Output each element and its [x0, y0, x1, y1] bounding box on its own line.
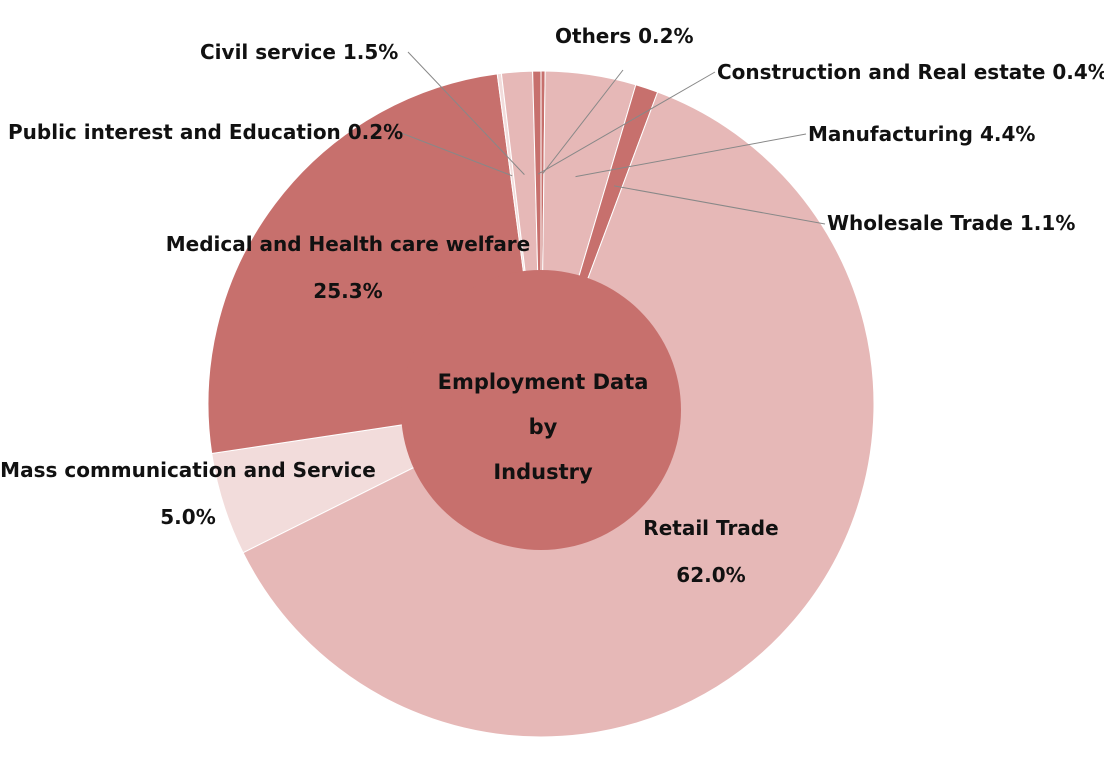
leader-lines [395, 51, 826, 225]
leader-line-others [542, 69, 624, 175]
slice-label-retail-trade-line-1: Retail Trade [643, 516, 778, 540]
slice-label-wholesale-trade: Wholesale Trade 1.1% [827, 211, 1075, 235]
slice-labels: Others 0.2% Manufacturing 4.4% Wholesale T… [0, 24, 1104, 587]
leader-line-wholesale-trade [613, 185, 826, 225]
center-disc [401, 270, 681, 550]
slice-label-civil-service: Civil service 1.5% [200, 40, 398, 64]
slice-label-public-interest-and-education: Public interest and Education 0.2% [8, 120, 403, 144]
leader-line-construction-and-real-estate [537, 71, 716, 175]
slice-label-manufacturing: Manufacturing 4.4% [808, 122, 1035, 146]
center-label-line-3: Industry [493, 460, 593, 484]
slice-label-construction-and-real-estate: Construction and Real estate 0.4% [717, 60, 1104, 84]
slice-label-medical-and-health-care-welfare-line-1: Medical and Health care welfare [166, 232, 531, 256]
center-label-line-2: by [529, 415, 558, 439]
slice-label-mass-communication-and-service-line-2: 5.0% [160, 505, 215, 529]
center-label: Employment Data by Industry [438, 370, 649, 484]
slice-label-others: Others 0.2% [555, 24, 694, 48]
slice-label-retail-trade-line-2: 62.0% [676, 563, 745, 587]
leader-line-public-interest-and-education [395, 130, 513, 177]
slice-label-medical-and-health-care-welfare-line-2: 25.3% [313, 279, 382, 303]
leader-line-civil-service [407, 51, 525, 175]
center-label-line-1: Employment Data [438, 370, 649, 394]
leader-line-manufacturing [575, 133, 807, 178]
slice-label-mass-communication-and-service-line-1: Mass communication and Service [0, 458, 376, 482]
